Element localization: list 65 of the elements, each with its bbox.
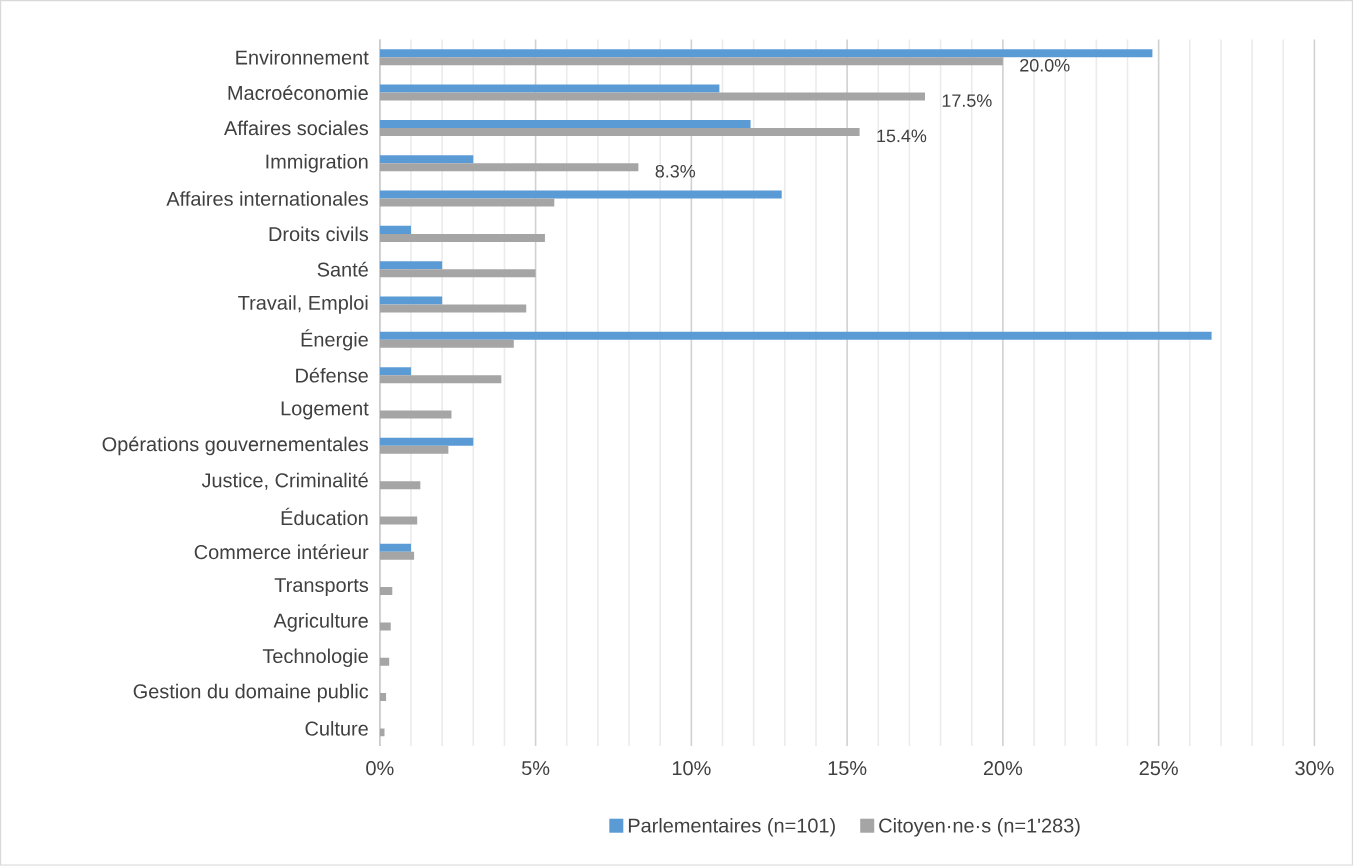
legend-label: Parlementaires (n=101)	[628, 818, 835, 837]
bar	[379, 437, 474, 446]
y-tick-label: Transports	[274, 578, 369, 597]
x-tick-label: 10%	[672, 761, 711, 776]
bar	[379, 234, 545, 243]
bar	[379, 57, 1003, 66]
bar	[379, 296, 443, 305]
data-label: 20.0%	[1020, 59, 1070, 72]
bar	[379, 261, 443, 270]
bar	[379, 269, 536, 278]
legend-label: Citoyen·ne·s (n=1'283)	[879, 818, 1080, 837]
bar	[379, 728, 385, 737]
bar	[379, 657, 390, 666]
y-tick-label: Macroéconomie	[228, 85, 368, 101]
bar	[379, 693, 387, 702]
bar	[379, 49, 1153, 58]
bar	[379, 367, 411, 376]
x-tick-label: 20%	[983, 761, 1023, 776]
y-tick-label: Travail, Emploi	[238, 295, 368, 314]
y-tick-label: Agriculture	[273, 613, 368, 632]
bar	[379, 622, 391, 631]
x-tick-label: 30%	[1295, 761, 1334, 776]
y-tick-label: Environnement	[236, 50, 369, 65]
bar	[379, 375, 502, 384]
y-tick-label: Opérations gouvernementales	[102, 436, 369, 456]
bar	[379, 190, 782, 199]
bar	[379, 128, 860, 137]
bar	[379, 543, 411, 552]
bar	[379, 445, 449, 454]
y-tick-label: Logement	[281, 401, 369, 420]
y-tick-label: Justice, Criminalité	[201, 472, 368, 490]
y-tick-label: Santé	[317, 261, 368, 277]
x-tick-label: 0%	[366, 761, 394, 776]
bar	[379, 198, 555, 207]
bar	[379, 163, 639, 172]
x-tick-label: 15%	[828, 761, 867, 776]
y-tick-label: Gestion du domaine public	[133, 683, 369, 703]
y-tick-label: Défense	[296, 367, 368, 383]
bar	[379, 410, 452, 419]
y-tick-label: Commerce intérieur	[194, 544, 369, 560]
bar	[379, 155, 474, 164]
bar	[379, 481, 421, 490]
y-tick-label: Culture	[305, 721, 368, 736]
y-tick-label: Affaires internationales	[166, 191, 369, 207]
bar	[379, 84, 720, 93]
bar	[379, 92, 925, 101]
bar	[379, 587, 393, 596]
y-tick-label: Droits civils	[269, 226, 369, 242]
bar	[379, 331, 1212, 340]
bar	[379, 304, 527, 313]
y-tick-label: Technologie	[262, 648, 368, 668]
data-label: 8.3%	[655, 165, 696, 178]
bar	[379, 516, 418, 525]
bar	[379, 120, 751, 129]
x-tick-label: 25%	[1139, 761, 1178, 776]
y-tick-label: Immigration	[266, 154, 368, 173]
y-tick-label: Éducation	[281, 507, 368, 526]
bar	[379, 339, 514, 348]
data-label: 15.4%	[877, 129, 927, 143]
data-label: 17.5%	[942, 94, 992, 108]
y-tick-label: Énergie	[301, 329, 368, 351]
x-tick-label: 5%	[522, 761, 550, 776]
bar	[379, 551, 415, 560]
bar	[379, 226, 411, 235]
y-tick-label: Affaires sociales	[224, 120, 369, 136]
